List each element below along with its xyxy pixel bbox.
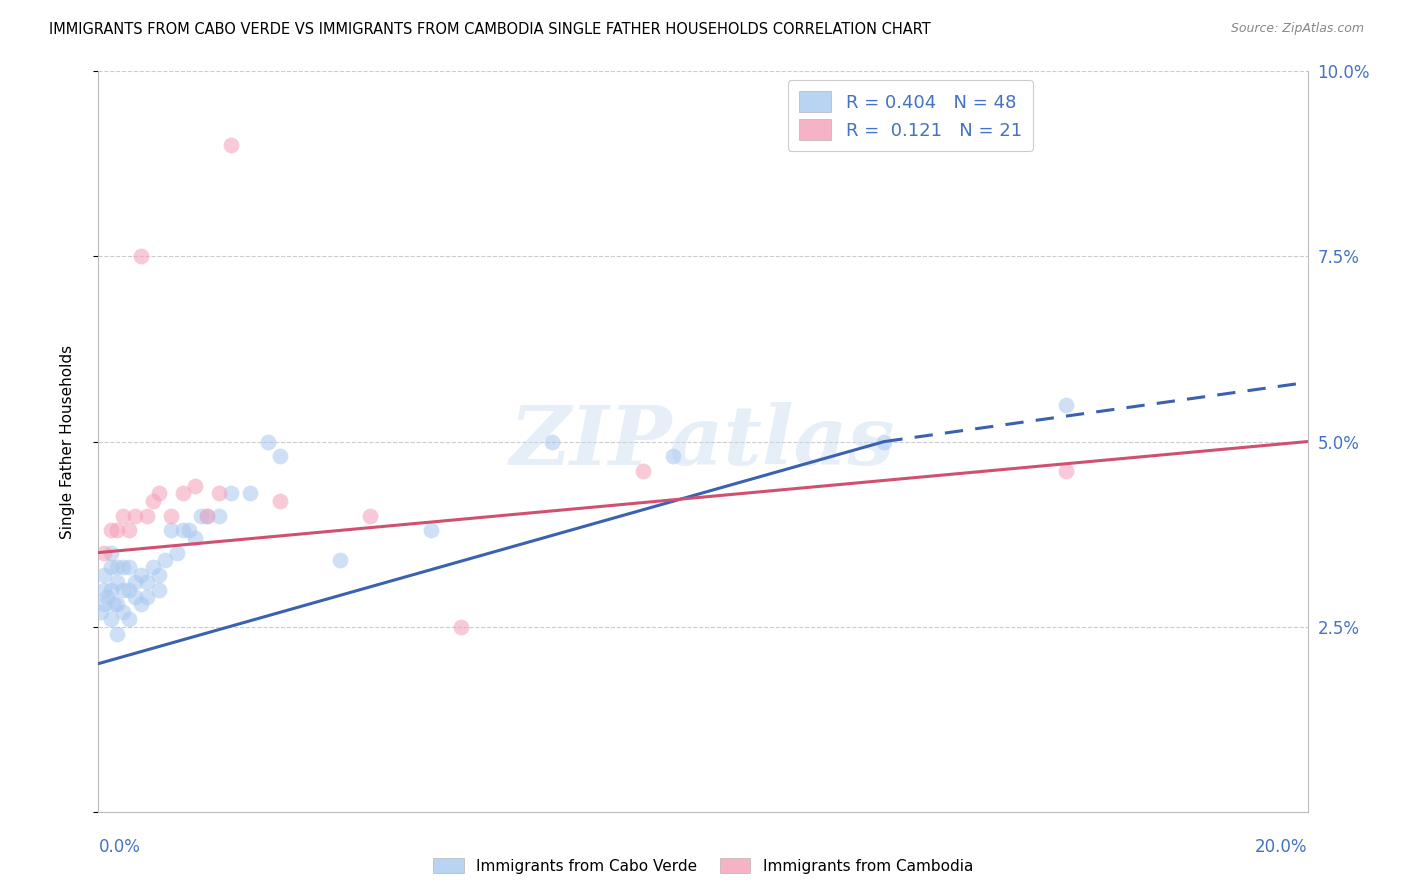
Point (118, 612, 141, 626)
Point (172, 486, 194, 500)
Point (135, 590, 157, 604)
Point (148, 582, 170, 597)
Point (142, 560, 165, 574)
Point (90, 605, 112, 619)
Point (135, 508, 157, 523)
Point (148, 486, 170, 500)
Point (190, 508, 212, 523)
Point (540, 434, 562, 449)
Text: 0.0%: 0.0% (98, 838, 141, 856)
Point (118, 582, 141, 597)
Point (124, 575, 146, 590)
Point (124, 508, 146, 523)
Point (450, 619, 472, 633)
Point (105, 524, 128, 538)
Point (195, 508, 218, 523)
Point (661, 450, 683, 464)
Point (100, 545, 122, 560)
Point (111, 605, 134, 619)
Point (105, 598, 128, 612)
Point (124, 590, 146, 604)
Point (93, 567, 115, 582)
Point (148, 567, 170, 582)
Point (420, 524, 443, 538)
Point (103, 598, 125, 612)
Point (100, 612, 122, 626)
Point (1054, 464, 1077, 478)
Point (873, 434, 896, 449)
Point (195, 508, 218, 523)
Point (172, 524, 194, 538)
Point (360, 508, 382, 523)
Point (153, 553, 176, 567)
Text: 20.0%: 20.0% (1256, 838, 1308, 856)
Point (129, 250, 152, 264)
Point (221, 138, 243, 153)
Point (135, 575, 157, 590)
Legend: R = 0.404   N = 48, R =  0.121   N = 21: R = 0.404 N = 48, R = 0.121 N = 21 (787, 80, 1032, 151)
Point (166, 545, 188, 560)
Point (184, 479, 207, 493)
Point (118, 524, 141, 538)
Point (100, 560, 122, 574)
Point (160, 524, 183, 538)
Point (179, 524, 201, 538)
Point (631, 464, 654, 478)
Point (1054, 398, 1077, 412)
Point (129, 598, 152, 612)
Point (269, 450, 291, 464)
Point (256, 434, 278, 449)
Legend: Immigrants from Cabo Verde, Immigrants from Cambodia: Immigrants from Cabo Verde, Immigrants f… (427, 852, 979, 880)
Point (93, 598, 115, 612)
Point (184, 531, 207, 545)
Point (118, 560, 141, 574)
Text: IMMIGRANTS FROM CABO VERDE VS IMMIGRANTS FROM CAMBODIA SINGLE FATHER HOUSEHOLDS : IMMIGRANTS FROM CABO VERDE VS IMMIGRANTS… (49, 22, 931, 37)
Point (221, 486, 243, 500)
Point (239, 486, 262, 500)
Point (93, 545, 115, 560)
Text: ZIPatlas: ZIPatlas (510, 401, 896, 482)
Point (208, 486, 231, 500)
Point (100, 524, 122, 538)
Point (160, 508, 183, 523)
Point (208, 508, 231, 523)
Text: Source: ZipAtlas.com: Source: ZipAtlas.com (1230, 22, 1364, 36)
Point (142, 493, 165, 508)
Point (105, 627, 128, 641)
Point (111, 508, 134, 523)
Point (93, 582, 115, 597)
Point (111, 560, 134, 574)
Point (105, 575, 128, 590)
Point (105, 560, 128, 574)
Point (129, 567, 152, 582)
Point (100, 582, 122, 597)
Point (329, 553, 352, 567)
Point (111, 582, 134, 597)
Y-axis label: Single Father Households: Single Father Households (60, 344, 75, 539)
Point (96, 590, 118, 604)
Point (269, 493, 291, 508)
